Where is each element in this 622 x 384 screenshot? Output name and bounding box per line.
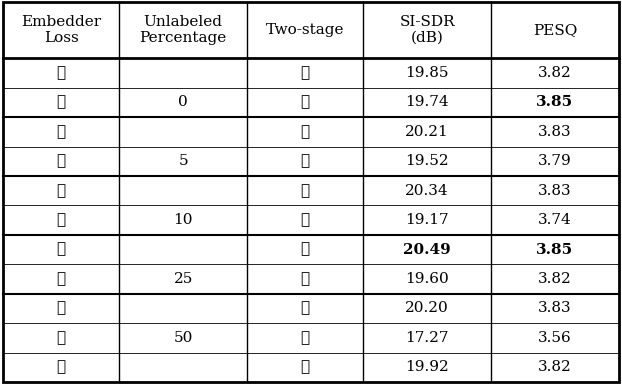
Text: ✓: ✓ bbox=[57, 125, 66, 139]
Text: 25: 25 bbox=[174, 272, 193, 286]
Text: ✓: ✓ bbox=[300, 125, 310, 139]
Text: ✗: ✗ bbox=[300, 66, 310, 80]
Text: 3.74: 3.74 bbox=[538, 213, 572, 227]
Text: 3.82: 3.82 bbox=[538, 272, 572, 286]
Text: 5: 5 bbox=[179, 154, 188, 168]
Text: 3.82: 3.82 bbox=[538, 360, 572, 374]
Text: ✗: ✗ bbox=[300, 95, 310, 109]
Text: 3.85: 3.85 bbox=[536, 95, 573, 109]
Text: 0: 0 bbox=[179, 95, 188, 109]
Text: ✓: ✓ bbox=[57, 154, 66, 168]
Text: 20.34: 20.34 bbox=[406, 184, 449, 198]
Text: ✓: ✓ bbox=[57, 301, 66, 316]
Text: 20.21: 20.21 bbox=[406, 125, 449, 139]
Text: 19.52: 19.52 bbox=[406, 154, 449, 168]
Text: PESQ: PESQ bbox=[533, 23, 577, 37]
Text: ✗: ✗ bbox=[300, 213, 310, 227]
Text: 19.74: 19.74 bbox=[406, 95, 449, 109]
Text: Two-stage: Two-stage bbox=[266, 23, 345, 37]
Text: ✓: ✓ bbox=[57, 213, 66, 227]
Text: ✓: ✓ bbox=[57, 272, 66, 286]
Text: Unlabeled
Percentage: Unlabeled Percentage bbox=[139, 15, 227, 45]
Text: ✓: ✓ bbox=[300, 301, 310, 316]
Text: ✓: ✓ bbox=[57, 243, 66, 257]
Text: 17.27: 17.27 bbox=[406, 331, 449, 345]
Text: 3.83: 3.83 bbox=[538, 184, 572, 198]
Text: 20.49: 20.49 bbox=[403, 243, 451, 257]
Text: 3.83: 3.83 bbox=[538, 125, 572, 139]
Text: ✓: ✓ bbox=[57, 184, 66, 198]
Text: 19.92: 19.92 bbox=[406, 360, 449, 374]
Text: ✓: ✓ bbox=[57, 95, 66, 109]
Text: 3.56: 3.56 bbox=[538, 331, 572, 345]
Text: 10: 10 bbox=[174, 213, 193, 227]
Text: ✓: ✓ bbox=[300, 360, 310, 374]
Text: ✗: ✗ bbox=[300, 272, 310, 286]
Text: 19.17: 19.17 bbox=[406, 213, 449, 227]
Text: ✗: ✗ bbox=[57, 66, 66, 80]
Text: 19.60: 19.60 bbox=[406, 272, 449, 286]
Text: ✗: ✗ bbox=[300, 331, 310, 345]
Text: ✓: ✓ bbox=[57, 360, 66, 374]
Text: 20.20: 20.20 bbox=[406, 301, 449, 316]
Text: ✗: ✗ bbox=[300, 154, 310, 168]
Text: ✓: ✓ bbox=[57, 331, 66, 345]
Text: ✓: ✓ bbox=[300, 184, 310, 198]
Text: SI-SDR
(dB): SI-SDR (dB) bbox=[399, 15, 455, 45]
Text: 3.85: 3.85 bbox=[536, 243, 573, 257]
Text: 3.79: 3.79 bbox=[538, 154, 572, 168]
Text: 3.83: 3.83 bbox=[538, 301, 572, 316]
Text: ✓: ✓ bbox=[300, 243, 310, 257]
Text: 3.82: 3.82 bbox=[538, 66, 572, 80]
Text: Embedder
Loss: Embedder Loss bbox=[21, 15, 101, 45]
Text: 19.85: 19.85 bbox=[406, 66, 449, 80]
Text: 50: 50 bbox=[174, 331, 193, 345]
